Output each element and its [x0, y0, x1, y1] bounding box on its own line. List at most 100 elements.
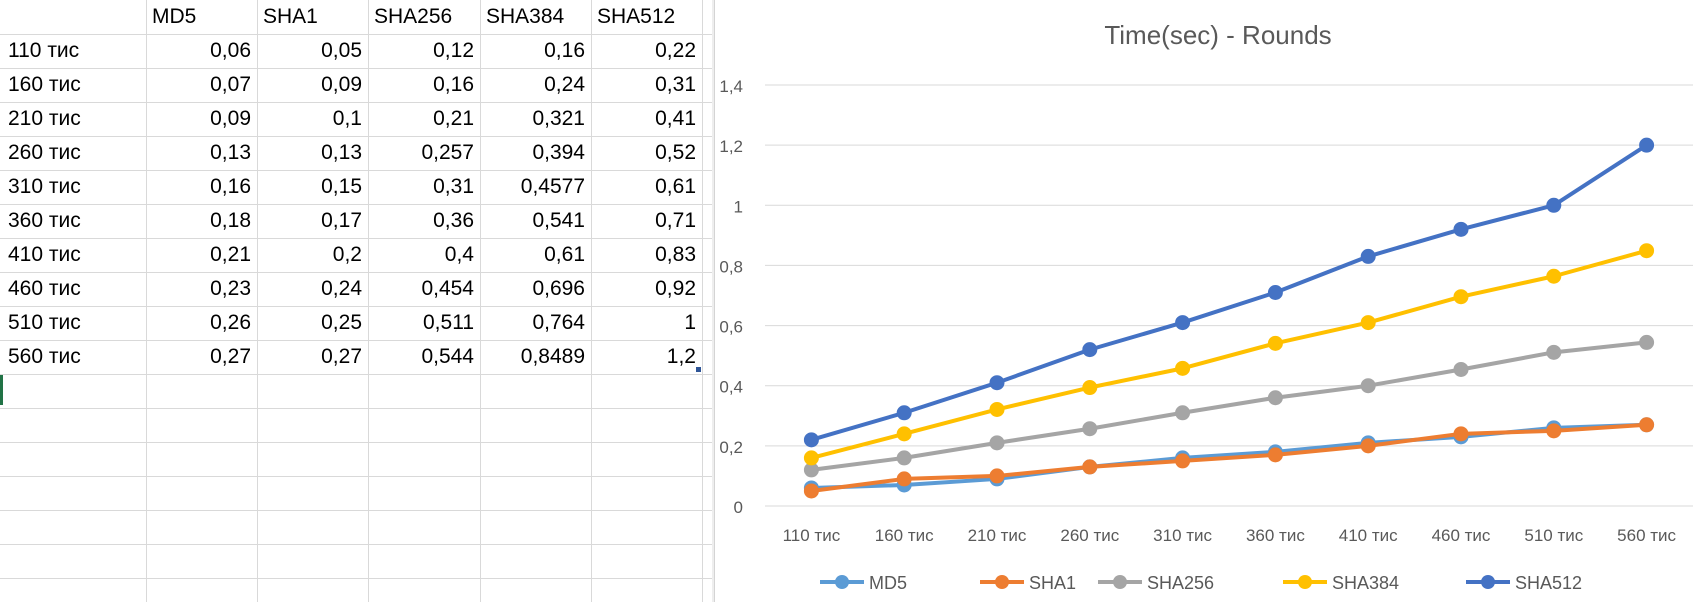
row-label-cell[interactable]: 510 тис [8, 311, 81, 334]
data-point [803, 483, 819, 499]
data-point [1267, 390, 1283, 406]
value-cell[interactable]: 0,52 [655, 141, 696, 164]
value-cell[interactable]: 0,13 [321, 141, 362, 164]
data-point [803, 432, 819, 448]
data-point [1267, 447, 1283, 463]
row-label-cell[interactable]: 560 тис [8, 345, 81, 368]
data-point [1082, 421, 1098, 437]
column-gridline [257, 0, 258, 602]
value-cell[interactable]: 1,2 [666, 345, 696, 368]
chart-divider [714, 0, 715, 602]
column-header-cell[interactable]: MD5 [152, 5, 197, 28]
data-point [1639, 243, 1655, 259]
value-cell[interactable]: 0,21 [210, 243, 251, 266]
y-tick-label: 0 [734, 498, 743, 517]
column-gridline [480, 0, 481, 602]
value-cell[interactable]: 0,321 [532, 107, 585, 130]
value-cell[interactable]: 0,24 [544, 73, 585, 96]
value-cell[interactable]: 0,31 [433, 175, 474, 198]
value-cell[interactable]: 0,764 [532, 311, 585, 334]
series-sha256 [803, 334, 1655, 478]
value-cell[interactable]: 0,21 [433, 107, 474, 130]
value-cell[interactable]: 0,16 [210, 175, 251, 198]
value-cell[interactable]: 0,36 [433, 209, 474, 232]
value-cell[interactable]: 0,394 [532, 141, 585, 164]
row-label-cell[interactable]: 210 тис [8, 107, 81, 130]
value-cell[interactable]: 0,13 [210, 141, 251, 164]
data-point [1082, 380, 1098, 396]
value-cell[interactable]: 0,05 [321, 39, 362, 62]
value-cell[interactable]: 0,61 [655, 175, 696, 198]
row-label-cell[interactable]: 260 тис [8, 141, 81, 164]
row-gridline [0, 442, 715, 443]
value-cell[interactable]: 0,61 [544, 243, 585, 266]
column-header-cell[interactable]: SHA512 [597, 5, 676, 28]
value-cell[interactable]: 0,07 [210, 73, 251, 96]
value-cell[interactable]: 0,24 [321, 277, 362, 300]
data-point [989, 375, 1005, 391]
value-cell[interactable]: 0,1 [332, 107, 362, 130]
row-label-cell[interactable]: 410 тис [8, 243, 81, 266]
row-label-cell[interactable]: 360 тис [8, 209, 81, 232]
value-cell[interactable]: 0,06 [210, 39, 251, 62]
column-header-cell[interactable]: SHA256 [374, 5, 453, 28]
x-tick-label: 160 тис [875, 526, 934, 545]
column-header-cell[interactable]: SHA384 [486, 5, 565, 28]
row-label-cell[interactable]: 460 тис [8, 277, 81, 300]
value-cell[interactable]: 0,257 [421, 141, 474, 164]
row-gridline [0, 408, 715, 409]
value-cell[interactable]: 0,16 [433, 73, 474, 96]
value-cell[interactable]: 0,71 [655, 209, 696, 232]
x-axis-ticks: 110 тис 160 тис 210 тис 260 тис 310 тис 360 т… [783, 526, 1677, 545]
value-cell[interactable]: 0,22 [655, 39, 696, 62]
x-tick-label: 560 тис [1617, 526, 1676, 545]
row-label-cell[interactable]: 310 тис [8, 175, 81, 198]
value-cell[interactable]: 0,17 [321, 209, 362, 232]
value-cell[interactable]: 0,31 [655, 73, 696, 96]
data-point [1267, 335, 1283, 351]
x-tick-label: 210 тис [968, 526, 1027, 545]
data-point [1082, 342, 1098, 358]
value-cell[interactable]: 0,12 [433, 39, 474, 62]
value-cell[interactable]: 0,8489 [520, 345, 585, 368]
value-cell[interactable]: 0,26 [210, 311, 251, 334]
value-cell[interactable]: 0,92 [655, 277, 696, 300]
row-label-cell[interactable]: 160 тис [8, 73, 81, 96]
x-tick-label: 110 тис [783, 526, 841, 545]
series-line [811, 422, 1647, 493]
data-point [1453, 361, 1469, 377]
value-cell[interactable]: 0,2 [332, 243, 362, 266]
column-header-cell[interactable]: SHA1 [263, 5, 318, 28]
row-gridline [0, 510, 715, 511]
value-cell[interactable]: 0,25 [321, 311, 362, 334]
value-cell[interactable]: 0,4577 [520, 175, 585, 198]
value-cell[interactable]: 0,41 [655, 107, 696, 130]
value-cell[interactable]: 0,4 [444, 243, 474, 266]
legend-marker [995, 575, 1009, 589]
value-cell[interactable]: 0,83 [655, 243, 696, 266]
data-point [1360, 248, 1376, 264]
value-cell[interactable]: 0,18 [210, 209, 251, 232]
value-cell[interactable]: 0,23 [210, 277, 251, 300]
row-label-cell[interactable]: 110 тис [8, 39, 80, 62]
series-sha384 [803, 243, 1655, 466]
value-cell[interactable]: 0,16 [544, 39, 585, 62]
value-cell[interactable]: 0,09 [210, 107, 251, 130]
data-point [1360, 378, 1376, 394]
value-cell[interactable]: 0,27 [321, 345, 362, 368]
spreadsheet-grid[interactable]: MD5 SHA1 SHA256 SHA384 SHA512 110 тис 0,06 0,05… [0, 0, 715, 602]
fill-handle[interactable] [696, 367, 701, 372]
row-gridline [0, 238, 715, 239]
line-chart[interactable]: Time(sec) - Rounds 0 0,2 0,4 0,6 0,8 1 1,2 1,4 … [715, 0, 1702, 602]
value-cell[interactable]: 0,511 [423, 311, 474, 334]
value-cell[interactable]: 0,09 [321, 73, 362, 96]
row-gridline [0, 68, 715, 69]
data-point [1175, 360, 1191, 376]
value-cell[interactable]: 0,696 [532, 277, 585, 300]
value-cell[interactable]: 0,541 [532, 209, 585, 232]
value-cell[interactable]: 0,27 [210, 345, 251, 368]
value-cell[interactable]: 1 [684, 311, 696, 334]
value-cell[interactable]: 0,454 [421, 277, 474, 300]
value-cell[interactable]: 0,15 [321, 175, 362, 198]
value-cell[interactable]: 0,544 [421, 345, 474, 368]
